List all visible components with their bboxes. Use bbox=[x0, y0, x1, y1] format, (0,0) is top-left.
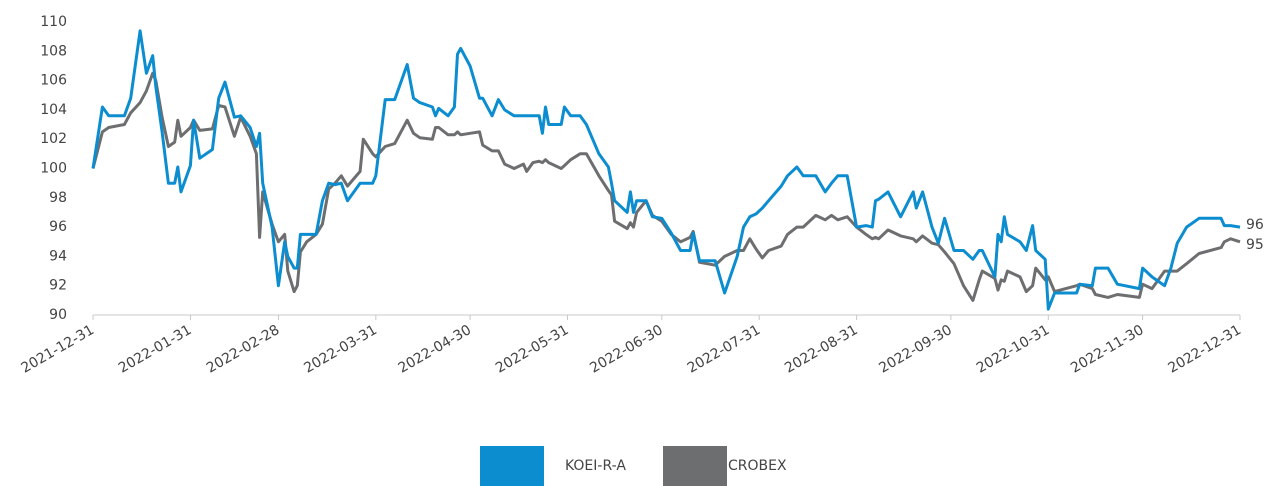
y-tick-label: 92 bbox=[49, 278, 67, 294]
x-tick-label: 2022-06-30 bbox=[587, 322, 665, 377]
y-tick-label: 104 bbox=[40, 102, 67, 118]
y-tick-label: 108 bbox=[40, 43, 67, 59]
series-line bbox=[91, 29, 1241, 311]
y-tick-label: 98 bbox=[49, 190, 67, 206]
end-value-label: 95 bbox=[1246, 237, 1264, 253]
x-tick-label: 2022-12-31 bbox=[1166, 322, 1244, 377]
x-tick-label: 2022-03-31 bbox=[301, 322, 379, 377]
y-tick-label: 102 bbox=[40, 131, 67, 147]
legend-label: CROBEX bbox=[728, 458, 787, 474]
legend-swatch bbox=[663, 446, 727, 486]
y-tick-label: 96 bbox=[49, 219, 67, 235]
y-tick-label: 90 bbox=[49, 307, 67, 323]
x-tick-label: 2022-05-31 bbox=[493, 322, 571, 377]
legend-swatch bbox=[480, 446, 544, 486]
y-tick-label: 106 bbox=[40, 73, 67, 89]
x-tick-label: 2022-11-30 bbox=[1068, 322, 1146, 377]
x-tick-label: 2022-08-31 bbox=[782, 322, 860, 377]
x-tick-label: 2021-12-31 bbox=[19, 322, 97, 377]
x-tick-label: 2022-10-31 bbox=[974, 322, 1052, 377]
x-tick-label: 2022-07-31 bbox=[685, 322, 763, 377]
x-tick-label: 2022-09-30 bbox=[876, 322, 954, 377]
series-line bbox=[91, 71, 1241, 302]
y-tick-label: 94 bbox=[49, 248, 67, 264]
y-tick-label: 110 bbox=[40, 14, 67, 30]
x-tick-label: 2022-04-30 bbox=[396, 322, 474, 377]
end-value-label: 96 bbox=[1246, 217, 1264, 233]
x-tick-label: 2022-02-28 bbox=[204, 322, 282, 377]
legend-label: KOEI-R-A bbox=[565, 458, 626, 474]
x-tick-label: 2022-01-31 bbox=[116, 322, 194, 377]
y-tick-label: 100 bbox=[40, 161, 67, 177]
